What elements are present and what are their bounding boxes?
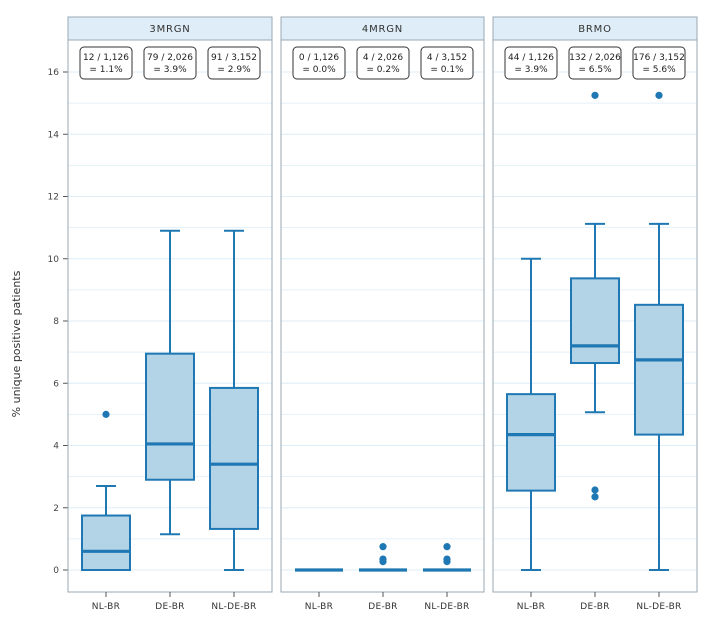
annotation-box (504, 46, 558, 80)
annotation-text: = 6.5% (578, 65, 612, 75)
box-iqr (570, 277, 620, 365)
annotation-text: = 2.9% (217, 65, 251, 75)
box-iqr (81, 514, 131, 571)
box-4MRGN-NL-DE-BR: 4 / 3,152 = 0.1% (420, 46, 474, 572)
y-tick-label: 10 (48, 255, 60, 265)
y-tick-label: 4 (53, 442, 59, 452)
outlier-point (379, 555, 387, 563)
annotation-text: 4 / 2,026 (363, 53, 404, 63)
box-3MRGN-DE-BR: 79 / 2,026 = 3.9% (143, 46, 197, 536)
annotation-label: 91 / 3,152 = 2.9% (207, 46, 261, 80)
annotation-box (79, 46, 133, 80)
y-tick-label: 0 (53, 566, 59, 576)
annotation-text: = 5.6% (642, 65, 676, 75)
annotation-label: 4 / 3,152 = 0.1% (420, 46, 474, 80)
box-3MRGN-NL-DE-BR: 91 / 3,152 = 2.9% (207, 46, 261, 571)
annotation-label: 12 / 1,126 = 1.1% (79, 46, 133, 80)
y-tick-label: 6 (53, 379, 59, 389)
annotation-label: 79 / 2,026 = 3.9% (143, 46, 197, 80)
box-3MRGN-NL-BR: 12 / 1,126 = 1.1% (79, 46, 133, 571)
annotation-label: 132 / 2,026 = 6.5% (568, 46, 622, 80)
annotation-text: 132 / 2,026 (569, 53, 621, 63)
y-tick-label: 12 (48, 193, 59, 203)
annotation-text: = 0.0% (302, 65, 336, 75)
annotation-text: = 3.9% (514, 65, 548, 75)
annotation-text: 79 / 2,026 (147, 53, 193, 63)
x-tick-label: NL-DE-BR (424, 602, 469, 612)
annotation-label: 4 / 2,026 = 0.2% (356, 46, 410, 80)
annotation-label: 44 / 1,126 = 3.9% (504, 46, 558, 80)
y-tick-label: 16 (48, 68, 60, 78)
box-4MRGN-DE-BR: 4 / 2,026 = 0.2% (356, 46, 410, 572)
x-tick-label: NL-DE-BR (636, 602, 681, 612)
facet-title: 4MRGN (362, 24, 403, 35)
facet-title: BRMO (578, 24, 612, 35)
annotation-text: 0 / 1,126 (299, 53, 340, 63)
outlier-point (655, 91, 663, 99)
x-tick-label: DE-BR (368, 602, 397, 612)
annotation-text: = 1.1% (89, 65, 123, 75)
annotation-text: = 0.2% (366, 65, 400, 75)
annotation-text: 12 / 1,126 (83, 53, 129, 63)
annotation-text: 44 / 1,126 (508, 53, 554, 63)
x-tick-label: NL-BR (92, 602, 120, 612)
outlier-point (443, 555, 451, 563)
facet-panel-border (280, 39, 485, 593)
x-tick-label: DE-BR (155, 602, 184, 612)
box-iqr (506, 393, 556, 492)
annotation-text: 91 / 3,152 (211, 53, 257, 63)
facet-title: 3MRGN (149, 24, 190, 35)
outlier-point (591, 91, 599, 99)
annotation-text: 176 / 3,152 (633, 53, 685, 63)
annotation-box (420, 46, 474, 80)
y-tick-label: 8 (53, 317, 59, 327)
x-tick-label: NL-BR (305, 602, 333, 612)
annotation-box (143, 46, 197, 80)
box-iqr (634, 303, 684, 436)
annotation-label: 176 / 3,152 = 5.6% (632, 46, 686, 80)
y-tick-label: 2 (53, 504, 59, 514)
y-tick-label: 14 (48, 130, 60, 140)
annotation-box (356, 46, 410, 80)
annotation-box (292, 46, 346, 80)
x-tick-label: NL-DE-BR (211, 602, 256, 612)
box-iqr (209, 386, 259, 530)
box-4MRGN-NL-BR: 0 / 1,126 = 0.0% (292, 46, 346, 572)
outlier-point (591, 486, 599, 494)
annotation-label: 0 / 1,126 = 0.0% (292, 46, 346, 80)
outlier-point (443, 543, 451, 551)
box-BRMO-NL-BR: 44 / 1,126 = 3.9% (504, 46, 558, 571)
box-BRMO-DE-BR: 132 / 2,026 = 6.5% (568, 46, 622, 501)
outlier-point (591, 493, 599, 501)
annotation-text: 4 / 3,152 (427, 53, 467, 63)
outlier-point (379, 543, 387, 551)
annotation-text: = 3.9% (153, 65, 187, 75)
annotation-box (568, 46, 622, 80)
x-tick-label: NL-BR (517, 602, 545, 612)
box-BRMO-NL-DE-BR: 176 / 3,152 = 5.6% (632, 46, 686, 571)
box-iqr (145, 352, 195, 481)
annotation-text: = 0.1% (430, 65, 464, 75)
annotation-box (207, 46, 261, 80)
annotation-box (632, 46, 686, 80)
x-tick-label: DE-BR (580, 602, 609, 612)
outlier-point (102, 410, 110, 418)
y-axis-label: % unique positive patients (10, 270, 23, 417)
